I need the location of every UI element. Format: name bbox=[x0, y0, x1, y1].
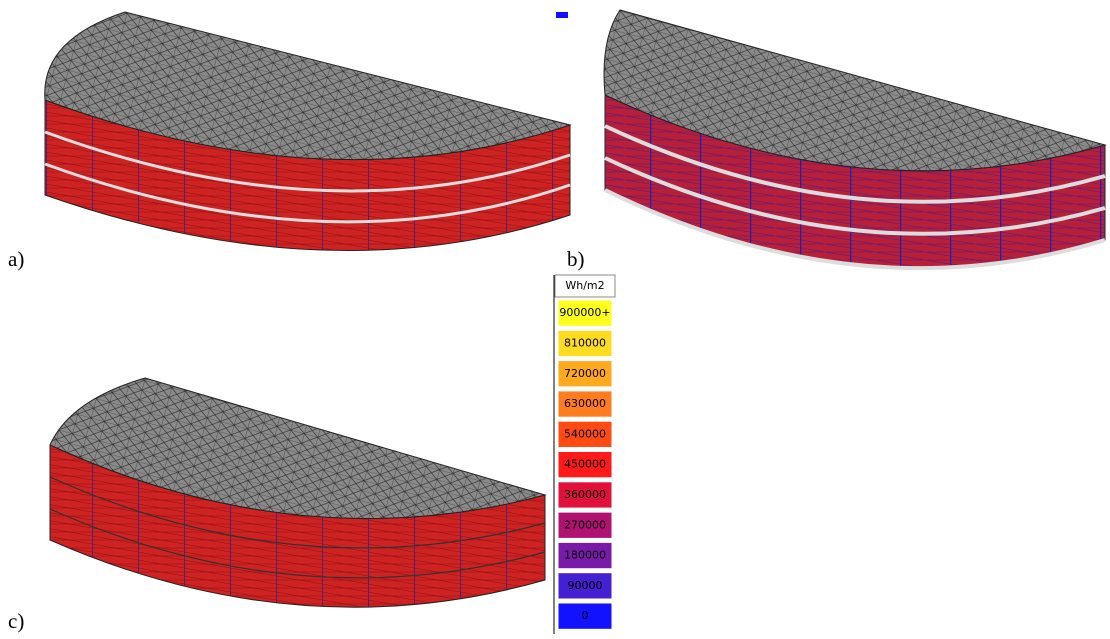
legend-label: 450000 bbox=[564, 458, 606, 471]
legend-label: 630000 bbox=[564, 397, 606, 410]
panel-label: a) bbox=[8, 247, 24, 271]
legend-label: 90000 bbox=[568, 579, 603, 592]
panel-label: b) bbox=[567, 247, 585, 271]
legend-title: Wh/m2 bbox=[565, 279, 604, 292]
legend-label: 360000 bbox=[564, 488, 606, 501]
legend-label: 810000 bbox=[564, 336, 606, 349]
legend: Wh/m2 900000+ 810000 720000 630000 540000 450… bbox=[554, 275, 615, 634]
figure: a) b) c) Wh/m2 900000+ 810000 720000 630000… bbox=[0, 0, 1110, 634]
legend-label: 180000 bbox=[564, 549, 606, 562]
legend-label: 0 bbox=[582, 609, 589, 622]
legend-label: 270000 bbox=[564, 518, 606, 531]
legend-label: 900000+ bbox=[559, 306, 610, 319]
panel-label: c) bbox=[8, 609, 24, 633]
model-a bbox=[45, 12, 570, 251]
legend-label: 540000 bbox=[564, 427, 606, 440]
model-c bbox=[50, 378, 545, 607]
model-b bbox=[604, 10, 1105, 268]
legend-label: 720000 bbox=[564, 367, 606, 380]
